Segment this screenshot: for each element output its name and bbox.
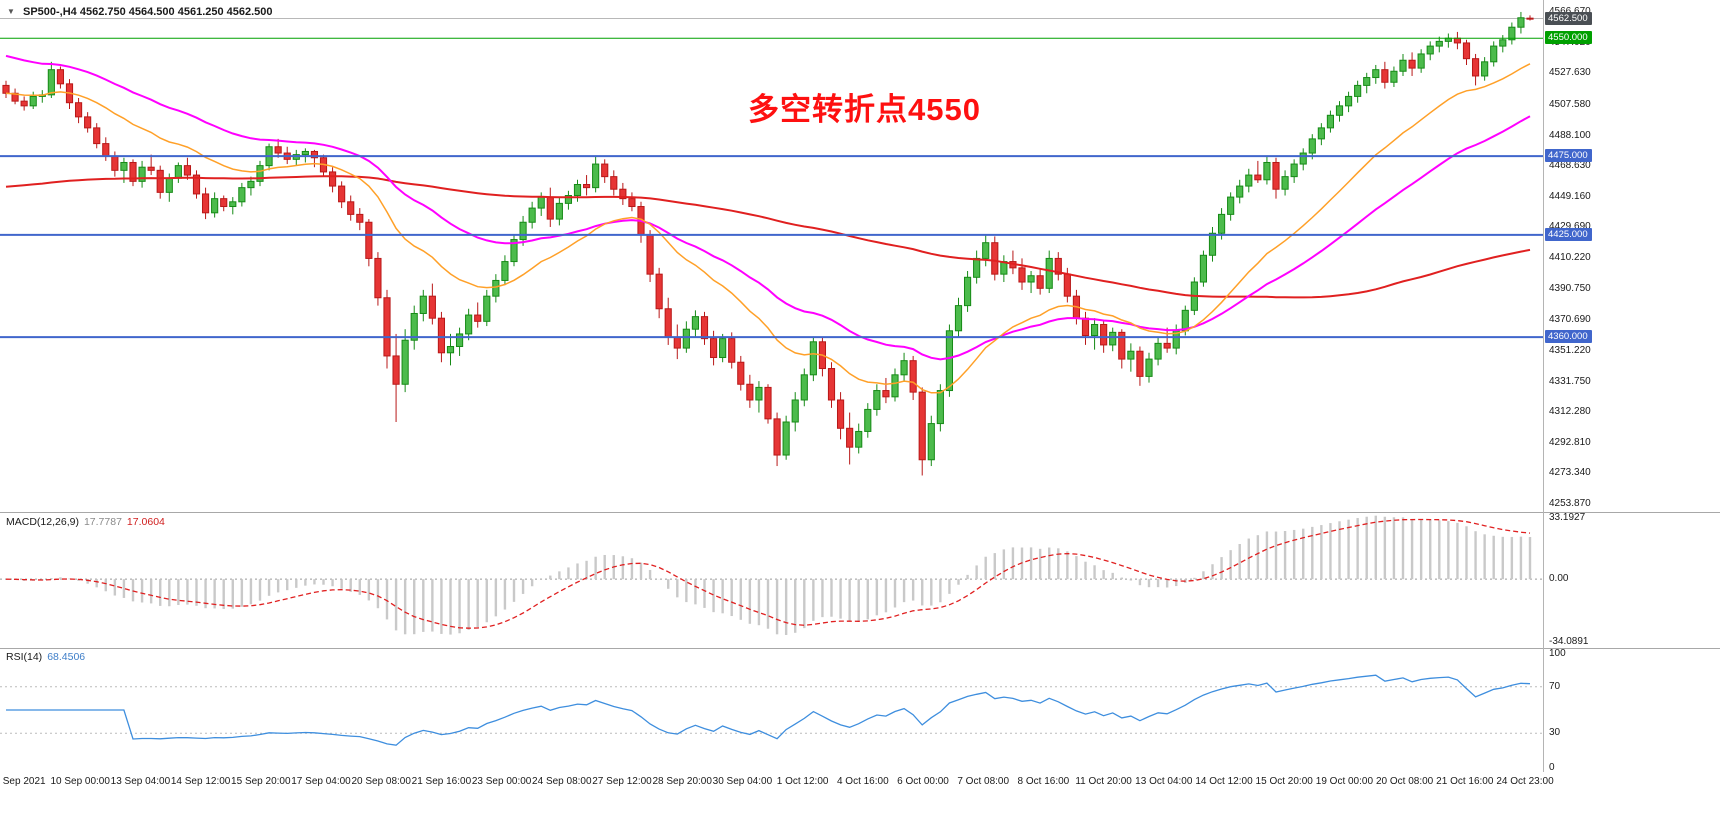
date-tick-label: 6 Oct 00:00	[897, 776, 949, 787]
one-click-trading-triangle-icon[interactable]: ▼	[7, 7, 15, 16]
candlestick-chart[interactable]	[0, 0, 1543, 512]
date-tick-label: 15 Oct 20:00	[1255, 776, 1313, 787]
price-tick-label: 4390.750	[1549, 282, 1591, 294]
date-tick-label: 13 Oct 04:00	[1135, 776, 1193, 787]
pane-separator[interactable]	[0, 648, 1720, 649]
date-tick-label: 28 Sep 20:00	[652, 776, 712, 787]
macd-label: MACD(12,26,9) 17.7787 17.0604	[6, 516, 165, 528]
price-tick-label: 4370.690	[1549, 314, 1591, 326]
date-tick-label: 27 Sep 12:00	[592, 776, 652, 787]
macd-tick-label: -34.0891	[1549, 636, 1589, 647]
price-tick-label: 4449.160	[1549, 190, 1591, 202]
date-tick-label: 17 Sep 04:00	[291, 776, 351, 787]
chart-title: ▼ SP500-,H4 4562.750 4564.500 4561.250 4…	[7, 6, 273, 18]
date-tick-label: 7 Oct 08:00	[957, 776, 1010, 787]
price-tick-label: 4253.870	[1549, 498, 1591, 509]
rsi-tick-label: 70	[1549, 680, 1561, 692]
macd-axis: 33.1927 0.00 -34.0891	[1544, 512, 1720, 648]
date-tick-label: 4 Oct 16:00	[836, 776, 889, 787]
price-tick-label: 4292.810	[1549, 436, 1591, 448]
macd-tick-label: 0.00	[1549, 573, 1569, 585]
price-tick-label: 4527.630	[1549, 67, 1591, 79]
hline-price-tag: 4550.000	[1545, 31, 1592, 45]
price-tick-label: 4468.630	[1549, 160, 1591, 172]
price-tick-label: 4488.100	[1549, 129, 1591, 141]
macd-indicator-chart[interactable]	[0, 512, 1543, 648]
rsi-tick-label: 0	[1549, 762, 1555, 773]
date-tick-label: 11 Oct 20:00	[1075, 776, 1132, 787]
price-tick-label: 4410.220	[1549, 252, 1591, 264]
hline-price-tag: 4475.000	[1545, 149, 1592, 163]
macd-tick-label: 33.1927	[1549, 512, 1586, 523]
rsi-tick-label: 100	[1549, 648, 1566, 659]
date-tick-label: 8 Sep 2021	[0, 776, 46, 787]
scale-separator	[1543, 0, 1544, 772]
date-tick-label: 13 Sep 04:00	[110, 776, 171, 787]
date-tick-label: 15 Sep 20:00	[231, 776, 291, 787]
price-tick-label: 4273.340	[1549, 467, 1591, 479]
rsi-axis: 100 70 30 0	[1544, 648, 1720, 773]
macd-value-main: 17.7787	[83, 516, 122, 528]
date-tick-label: 24 Sep 08:00	[532, 776, 592, 787]
pane-separator[interactable]	[0, 512, 1720, 513]
date-tick-label: 30 Sep 04:00	[712, 776, 773, 787]
date-tick-label: 8 Oct 16:00	[1017, 776, 1070, 787]
date-tick-label: 10 Sep 00:00	[50, 776, 110, 787]
price-tick-label: 4429.690	[1549, 221, 1591, 233]
annotation-text: 多空转折点4550	[748, 92, 981, 127]
price-axis[interactable]: 4566.6704547.0204527.6304507.5804488.100…	[1544, 0, 1720, 512]
macd-name: MACD(12,26,9)	[6, 516, 79, 528]
price-tick-label: 4566.670	[1549, 6, 1591, 18]
macd-value-signal: 17.0604	[126, 516, 165, 528]
date-tick-label: 14 Oct 12:00	[1195, 776, 1253, 787]
bid-price-tag: 4562.500	[1545, 11, 1592, 25]
price-tick-label: 4312.280	[1549, 406, 1591, 418]
rsi-indicator-chart[interactable]	[0, 648, 1543, 772]
price-tick-label: 4331.750	[1549, 375, 1591, 387]
rsi-label: RSI(14) 68.4506	[6, 651, 85, 663]
date-tick-label: 23 Sep 00:00	[471, 776, 532, 787]
date-tick-label: 20 Oct 08:00	[1375, 776, 1434, 787]
price-tick-label: 4507.580	[1549, 98, 1591, 110]
rsi-tick-label: 30	[1549, 727, 1561, 739]
rsi-name: RSI(14)	[6, 651, 43, 663]
date-tick-label: 21 Oct 16:00	[1436, 776, 1494, 787]
date-tick-label: 24 Oct 23:00	[1496, 776, 1554, 787]
date-tick-label: 21 Sep 16:00	[411, 776, 472, 787]
date-tick-label: 19 Oct 00:00	[1315, 776, 1374, 787]
date-tick-label: 14 Sep 12:00	[170, 776, 231, 787]
price-tick-label: 4351.220	[1549, 344, 1591, 356]
date-tick-label: 20 Sep 08:00	[351, 776, 411, 787]
rsi-value: 68.4506	[47, 651, 86, 663]
date-tick-label: 1 Oct 12:00	[776, 776, 829, 787]
hline-price-tag: 4425.000	[1545, 227, 1592, 241]
hline-price-tag: 4360.000	[1545, 330, 1592, 344]
symbol-ohlc-text: SP500-,H4 4562.750 4564.500 4561.250 456…	[22, 6, 273, 18]
